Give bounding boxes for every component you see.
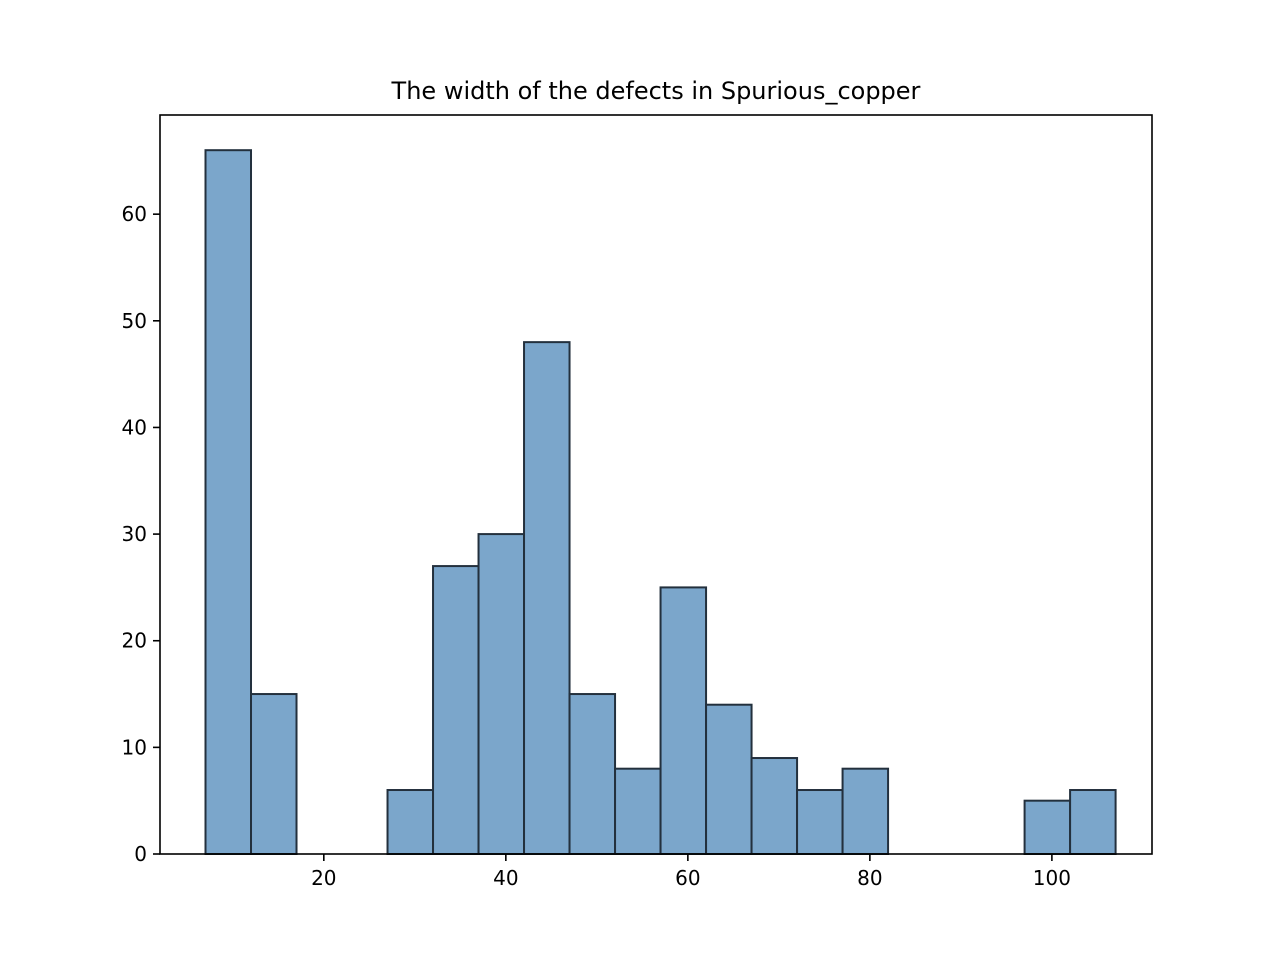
x-tick-label: 60	[675, 866, 700, 890]
bars-group	[204, 149, 1117, 856]
y-tick-label: 20	[122, 629, 147, 653]
histogram-bar	[432, 565, 480, 856]
histogram-bar	[750, 757, 799, 856]
histogram-bar	[204, 149, 253, 855]
histogram-bar	[796, 789, 844, 856]
x-axis: 20 40 60 80 100	[311, 854, 1071, 890]
histogram-bar	[250, 693, 298, 855]
histogram-bar	[1069, 789, 1117, 856]
y-tick-label: 10	[122, 735, 147, 759]
y-axis: 0 10 20 30 40 50 60	[122, 202, 160, 866]
histogram-bar	[1023, 799, 1072, 855]
y-tick-label: 40	[122, 415, 147, 439]
plot-frame	[159, 114, 1153, 855]
x-tick-label: 40	[493, 866, 518, 890]
histogram-bar	[705, 703, 753, 856]
x-tick-label: 20	[311, 866, 336, 890]
y-tick-label: 0	[134, 842, 147, 866]
histogram-bar	[614, 767, 662, 855]
histogram-bar	[659, 586, 708, 855]
histogram-bar	[386, 789, 435, 856]
y-tick-label: 60	[122, 202, 147, 226]
x-tick-label: 100	[1033, 866, 1071, 890]
histogram-bar	[523, 341, 571, 855]
y-tick-label: 50	[122, 309, 147, 333]
chart-title: The width of the defects in Spurious_cop…	[391, 77, 921, 105]
x-tick-label: 80	[857, 866, 882, 890]
histogram-bar	[568, 693, 617, 855]
histogram-bar	[477, 533, 526, 856]
y-tick-label: 30	[122, 522, 147, 546]
histogram-bar	[841, 767, 890, 855]
